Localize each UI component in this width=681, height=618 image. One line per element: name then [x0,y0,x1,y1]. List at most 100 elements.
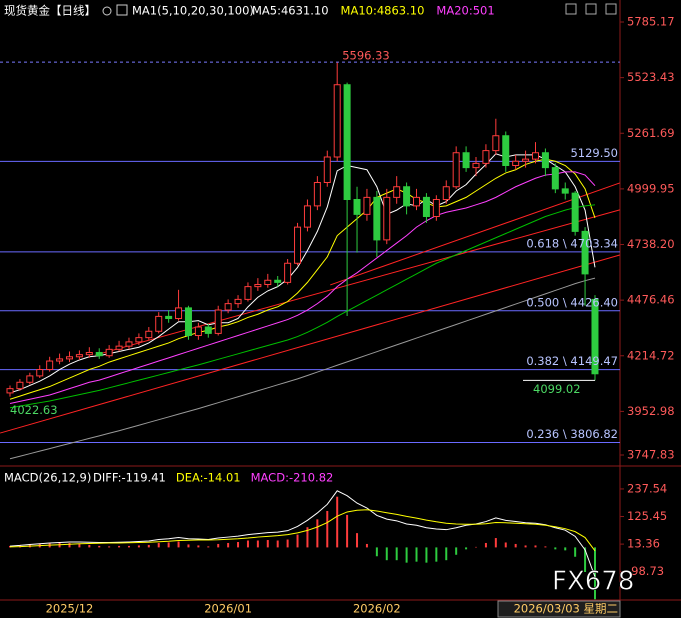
y-tick-label: 5785.17 [627,15,675,29]
candle-body [214,309,222,334]
indicator-label: MA1(5,10,20,30,100) [132,4,254,18]
candle-body [442,186,450,201]
candle-body [363,196,371,215]
legend-entry: DEA:-14.01 [176,471,241,485]
level-label: 0.236 \ 3806.82 [526,427,618,441]
candle-body [303,205,311,228]
candle-body [294,226,302,264]
candle-body [531,152,539,160]
trend-line [0,254,620,434]
macd-line [9,509,596,552]
candle-body [115,345,123,350]
candle-body [403,186,411,207]
candle-body [452,152,460,188]
x-tick-label: 2025/12 [46,602,94,616]
candle-body [343,84,351,201]
candle-body [333,84,341,158]
y-tick-label: 4999.95 [627,181,675,195]
max-label: 5596.33 [342,49,390,63]
legend-entry: DIFF:-119.41 [93,471,166,485]
candle-body [244,286,252,300]
candle-body [591,298,599,375]
candle-body [313,181,321,207]
y-tick-label: 5523.43 [627,70,675,84]
candle-body [462,152,470,169]
watermark: FX678 [552,567,634,597]
candle-body [472,162,480,169]
y-tick-label: -98.73 [627,564,664,578]
candle-body [393,186,401,198]
level-label: 5129.50 [570,146,618,160]
candle-body [541,152,549,169]
candle-body [432,199,440,218]
candle-body [492,135,500,152]
y-tick-label: 125.45 [627,509,667,523]
icon[interactable] [116,4,128,16]
candle-body [234,298,242,305]
candle-body [224,303,232,311]
candle-body [194,326,202,337]
x-tick-label: 2026/02 [353,602,401,616]
candle-body [274,279,282,283]
icon[interactable] [565,3,577,15]
candle-body [522,158,530,162]
y-tick-label: 4476.46 [627,293,675,307]
trend-line [95,209,620,356]
candle-body [383,196,391,241]
y-tick-label: 4214.72 [627,348,675,362]
chart-title: 现货黄金【日线】 [4,4,96,18]
candle-body [175,307,183,320]
x-tick-label: 2026/01 [204,602,252,616]
candle-body [512,160,520,166]
y-tick-label: 237.54 [627,481,667,495]
candle-body [323,156,331,183]
level-label: 0.618 \ 4703.34 [526,236,618,250]
candle-body [502,135,510,166]
toolbar [565,3,617,15]
low-label: 4022.63 [10,403,58,417]
candle-body [6,388,14,394]
y-tick-label: 3952.98 [627,404,675,418]
ma-line [9,171,596,405]
candle-body [56,358,64,362]
candle-body [581,230,589,275]
low-label: 4099.02 [533,382,581,396]
crosshair-date-box [497,600,621,618]
candle-body [422,196,430,218]
candle-body [26,375,34,383]
legend-entry: MA10:4863.10 [341,4,425,18]
y-tick-label: 3747.83 [627,448,675,462]
candle-body [135,337,143,343]
level-label: 0.382 \ 4149.47 [526,354,618,368]
candle-body [105,348,113,357]
candle-body [184,307,192,337]
candle-body [125,341,133,347]
candle-body [75,354,83,358]
legend-entry: MA5:4631.10 [252,4,329,18]
y-tick-label: 4738.20 [627,237,675,251]
candle-body [95,352,103,357]
ma-line [9,277,596,460]
candle-body [16,381,24,390]
ma-line [9,204,596,409]
candle-body [482,150,490,164]
y-tick-label: 13.36 [627,537,660,551]
plot-area [0,61,620,460]
candle-body [413,196,421,207]
candle-body [254,284,262,288]
candle-body [373,196,381,241]
macd-area [9,490,596,600]
icon[interactable] [585,3,597,15]
ma-line [9,153,596,394]
icon[interactable] [605,3,617,15]
trend-line [330,182,620,286]
macd-title: MACD(26,12,9) [4,471,91,485]
candle-body [284,262,292,283]
candle-body [46,360,54,371]
candle-body [551,167,559,190]
candle-body [165,315,173,320]
legend-entry: MA20:501 [436,4,494,18]
icon[interactable] [102,6,112,16]
candle-body [155,315,163,332]
